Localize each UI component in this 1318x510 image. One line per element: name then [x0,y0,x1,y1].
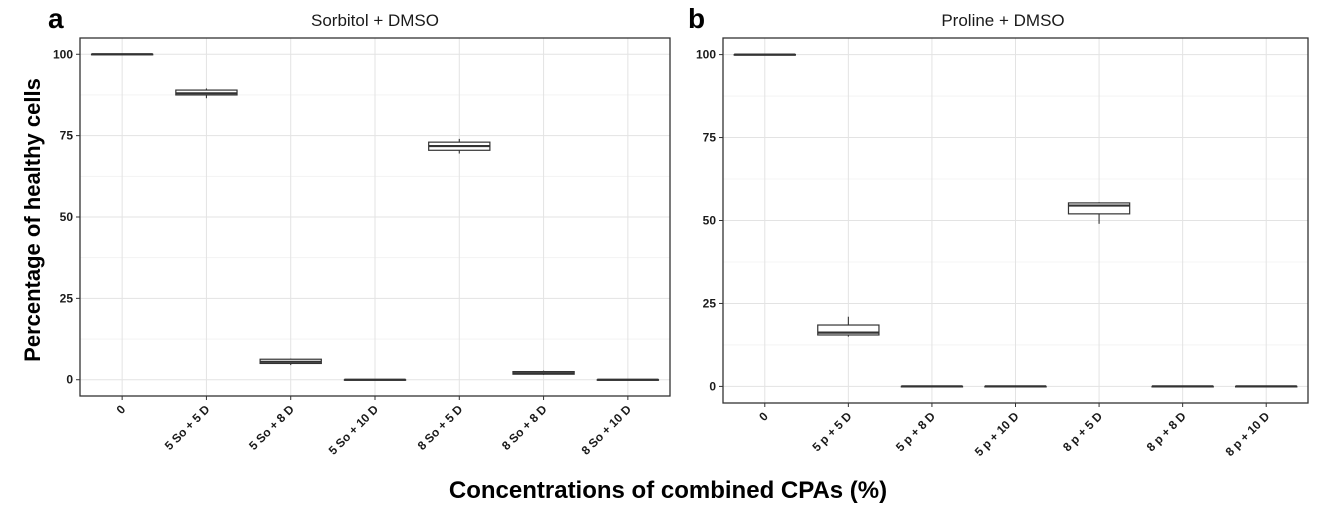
y-tick-label: 25 [703,296,717,310]
box-plot-2 [900,385,964,388]
x-tick-label: 5 p + 8 D [893,409,938,454]
panel-b-letter: b [688,3,705,34]
y-tick-label: 50 [60,210,74,224]
x-tick-label: 8 p + 5 D [1060,409,1105,454]
y-tick-label: 0 [709,379,716,393]
panel-a-letter: a [48,3,64,34]
box-plot-4 [1067,202,1131,224]
box [1067,202,1131,215]
y-axis-label: Percentage of healthy cells [20,78,45,362]
box-plot-5 [1151,385,1214,388]
x-tick-label: 8 p + 8 D [1144,409,1189,454]
y-tick-label: 50 [703,214,717,228]
panel-a: a Sorbitol + DMSO 0 25 50 75 100 0 5 So + 5 D 5… [48,3,671,458]
box-plot-4 [428,138,491,154]
x-tick-label: 5 p + 5 D [809,409,854,454]
y-tick-label: 75 [703,131,717,145]
x-tick-label: 5 So + 8 D [246,402,297,453]
box-plot-0 [90,53,154,56]
box-plot-1 [175,88,238,99]
y-tick-label: 0 [66,373,73,387]
x-tick-label: 8 So + 8 D [499,402,550,453]
y-tick-label: 100 [53,47,73,61]
panel-b: b Proline + DMSO 0 25 50 75 100 0 5 p + 5 D 5 p… [688,3,1309,459]
y-tick-label: 100 [696,48,716,62]
y-tick-label: 75 [60,129,74,143]
x-axis-label: Concentrations of combined CPAs (%) [449,477,887,504]
x-tick-label: 0 [114,402,129,417]
box-plot-1 [817,316,880,337]
box-plot-0 [733,53,796,56]
box [817,324,880,336]
box-plot-3 [984,385,1047,388]
x-tick-label: 5 So + 10 D [326,402,382,458]
panel-b-title: Proline + DMSO [941,11,1064,30]
x-tick-label: 5 So + 5 D [162,402,213,453]
box-plot-3 [343,378,407,381]
panel-a-title: Sorbitol + DMSO [311,11,439,30]
x-tick-label: 0 [756,409,771,424]
x-tick-label: 8 So + 5 D [415,402,466,453]
box-plot-5 [512,370,575,375]
box-plot-6 [596,378,660,381]
x-tick-label: 8 p + 10 D [1223,409,1273,459]
x-tick-label: 8 So + 10 D [579,402,635,458]
box-plot-2 [259,358,322,366]
x-tick-label: 5 p + 10 D [972,409,1022,459]
box-plot-6 [1235,385,1298,388]
y-tick-label: 25 [60,291,74,305]
